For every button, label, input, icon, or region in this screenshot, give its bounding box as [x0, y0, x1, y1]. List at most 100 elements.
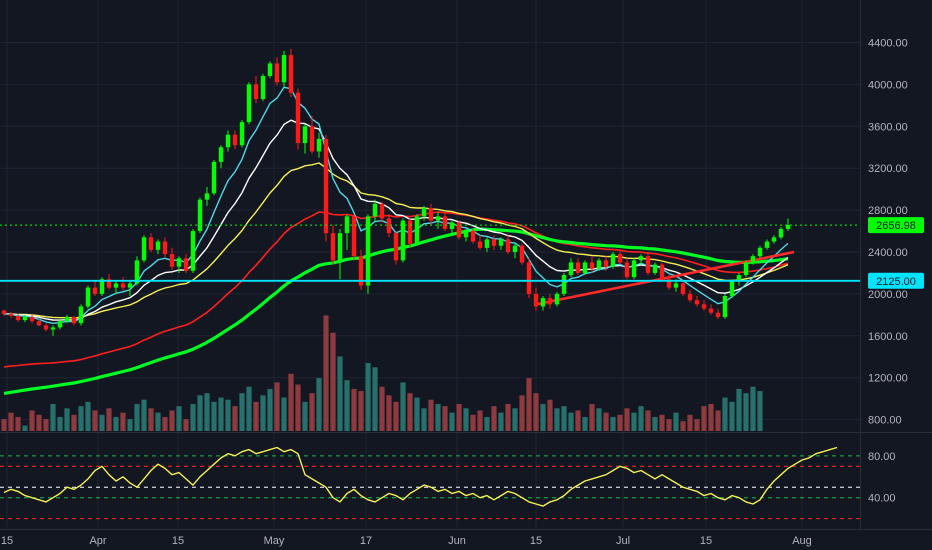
- volume-bar: [141, 399, 147, 431]
- candle-body: [456, 222, 462, 238]
- volume-bar: [148, 408, 154, 431]
- volume-bar: [533, 393, 539, 431]
- moving-average-line: [3, 86, 789, 324]
- volume-bar: [169, 410, 175, 431]
- candle-body: [645, 256, 651, 273]
- volume-bar: [540, 404, 546, 431]
- candle-body: [463, 231, 469, 238]
- volume-bar: [617, 414, 623, 431]
- candle-body: [701, 304, 707, 309]
- volume-bar: [232, 406, 238, 431]
- candle-body: [659, 264, 665, 280]
- candle-body: [386, 218, 392, 234]
- volume-bar: [589, 404, 595, 431]
- volume-bar: [22, 425, 28, 431]
- volume-bar: [547, 399, 553, 431]
- candle-body: [316, 138, 322, 152]
- candle-body: [64, 316, 70, 322]
- candlesticks: [1, 48, 791, 336]
- grid-lines: [0, 0, 932, 530]
- volume-bar: [680, 421, 686, 431]
- candle-body: [232, 134, 238, 146]
- candle-body: [519, 245, 525, 263]
- time-tick-label: Apr: [89, 535, 106, 547]
- volume-bar: [253, 401, 259, 431]
- candle-body: [442, 216, 448, 229]
- volume-bar: [491, 406, 497, 431]
- candle-body: [358, 256, 364, 286]
- volume-bar: [78, 406, 84, 431]
- volume-bar: [323, 315, 329, 431]
- candle-body: [246, 84, 252, 123]
- volume-bar: [92, 410, 98, 431]
- volume-bar: [729, 401, 735, 431]
- candle-body: [162, 241, 168, 255]
- price-level-label: 2656.98: [876, 220, 916, 232]
- candle-body: [771, 237, 777, 242]
- candle-body: [393, 233, 399, 261]
- volume-bar: [197, 395, 203, 431]
- candle-body: [50, 327, 56, 330]
- time-tick-label: 15: [700, 535, 712, 547]
- price-levels: 2125.00 2656.98: [0, 217, 924, 289]
- candle-body: [673, 283, 679, 288]
- volume-bar: [414, 397, 420, 431]
- time-tick-label: May: [264, 535, 285, 547]
- price-level-badge: [868, 217, 924, 234]
- volume-bar: [64, 408, 70, 431]
- volume-bar: [113, 416, 119, 431]
- volume-bar: [428, 399, 434, 431]
- volume-bar: [631, 412, 637, 431]
- volume-bar: [337, 356, 343, 431]
- candle-body: [715, 312, 721, 317]
- volume-bar: [708, 404, 714, 431]
- time-tick-label: Jul: [616, 535, 630, 547]
- volume-bar: [484, 416, 490, 431]
- volume-bar: [225, 399, 231, 431]
- volume-bar: [596, 408, 602, 431]
- volume-bar: [372, 367, 378, 431]
- price-tick-label: 800.00: [868, 415, 902, 427]
- candle-body: [295, 92, 301, 144]
- candle-body: [547, 298, 553, 305]
- candle-body: [400, 220, 406, 261]
- volume-bar: [183, 419, 189, 431]
- candle-body: [190, 231, 196, 271]
- volume-bar: [652, 416, 658, 431]
- price-tick-label: 2400.00: [868, 247, 908, 259]
- candle-body: [22, 316, 28, 321]
- volume-bar: [407, 393, 413, 431]
- candle-body: [407, 220, 413, 244]
- candle-body: [428, 208, 434, 221]
- volume-bar: [687, 414, 693, 431]
- volume-bar: [379, 386, 385, 431]
- candle-body: [99, 279, 105, 294]
- moving-average-line: [3, 162, 789, 319]
- volume-bar: [1, 419, 7, 431]
- candle-body: [183, 258, 189, 271]
- candle-body: [281, 55, 287, 83]
- volume-bar: [106, 408, 112, 431]
- volume-bars: [1, 315, 763, 431]
- volume-bar: [50, 404, 56, 431]
- candle-body: [351, 216, 357, 257]
- volume-bar: [120, 412, 126, 431]
- candle-body: [134, 260, 140, 284]
- candle-body: [477, 241, 483, 248]
- volume-bar: [582, 416, 588, 431]
- volume-bar: [274, 382, 280, 431]
- candle-body: [323, 138, 329, 234]
- volume-bar: [127, 419, 133, 431]
- candle-body: [148, 237, 154, 250]
- volume-bar: [442, 406, 448, 431]
- volume-bar: [43, 419, 49, 431]
- candle-body: [631, 260, 637, 278]
- candle-body: [505, 239, 511, 252]
- candle-body: [260, 76, 266, 100]
- volume-bar: [575, 410, 581, 431]
- volume-bar: [435, 404, 441, 431]
- price-level-label: 2125.00: [876, 276, 916, 288]
- candle-body: [29, 316, 35, 322]
- candle-body: [729, 281, 735, 296]
- volume-bar: [505, 404, 511, 431]
